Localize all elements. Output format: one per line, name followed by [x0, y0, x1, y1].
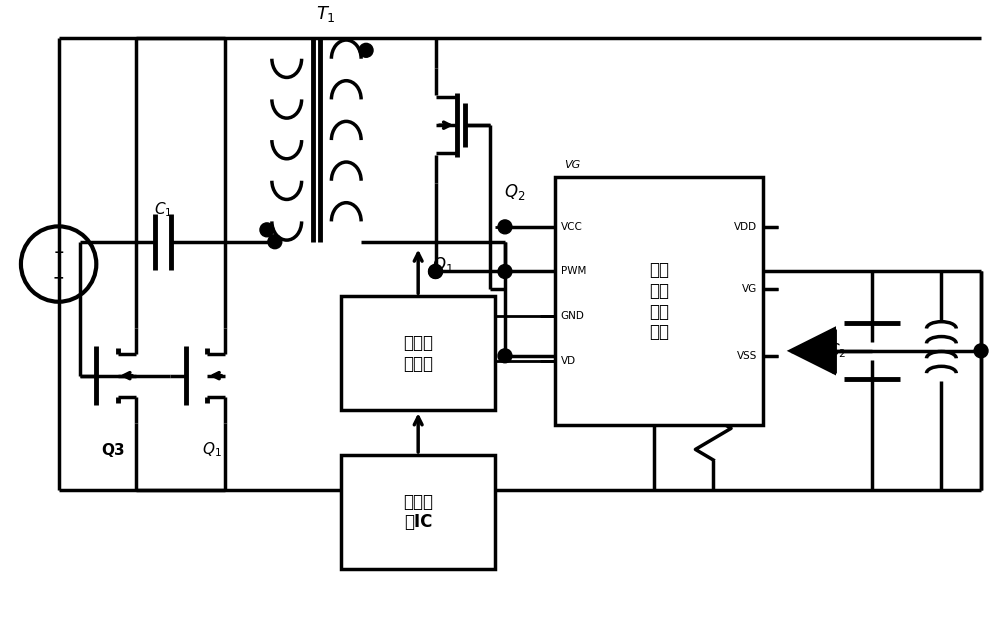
Bar: [555, 177, 763, 425]
Text: VG: VG: [564, 161, 581, 171]
Circle shape: [498, 349, 512, 362]
Circle shape: [974, 344, 988, 357]
Text: 反激
同步
整流
电路: 反激 同步 整流 电路: [649, 261, 669, 341]
Text: +: +: [53, 246, 64, 259]
Circle shape: [498, 220, 512, 234]
Text: 电源管
理IC: 电源管 理IC: [403, 492, 433, 531]
Text: VD: VD: [561, 356, 576, 366]
Text: VCC: VCC: [561, 222, 582, 232]
Text: VDD: VDD: [734, 222, 757, 232]
Circle shape: [498, 264, 512, 279]
Bar: [341, 455, 495, 569]
Text: $C_1$: $C_1$: [154, 201, 172, 219]
Text: VG: VG: [742, 284, 757, 294]
Text: $C_o$: $C_o$: [692, 248, 711, 266]
Text: 副边驱
动模块: 副边驱 动模块: [403, 334, 433, 372]
Circle shape: [260, 223, 274, 237]
Text: $T_1$: $T_1$: [316, 4, 336, 24]
Circle shape: [429, 264, 442, 279]
Text: $C_2$: $C_2$: [828, 341, 846, 360]
Polygon shape: [791, 329, 834, 372]
Circle shape: [429, 264, 442, 279]
Text: PWM: PWM: [561, 266, 586, 276]
Text: GND: GND: [561, 311, 584, 321]
Text: VSS: VSS: [737, 351, 757, 361]
Text: $Q_1$: $Q_1$: [432, 254, 454, 274]
Circle shape: [268, 235, 282, 249]
Text: Q3: Q3: [101, 442, 125, 458]
Text: $Q_1$: $Q_1$: [202, 441, 222, 459]
Text: −: −: [53, 270, 64, 284]
Text: $Q_2$: $Q_2$: [504, 182, 526, 202]
Bar: [341, 296, 495, 411]
Circle shape: [359, 43, 373, 58]
